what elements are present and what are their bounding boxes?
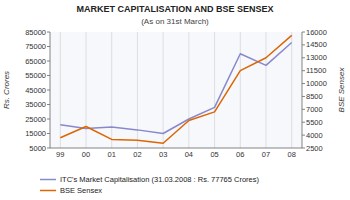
series-line [60, 35, 291, 143]
y2-tick [302, 148, 305, 149]
x-tick-label: 02 [133, 150, 141, 159]
y2-tick-label: 2500 [306, 144, 323, 153]
grid-line [60, 32, 61, 148]
grid-line [163, 32, 164, 148]
legend: ITC's Market Capitalisation (31.03.2008 … [40, 175, 260, 195]
x-tick-label: 07 [262, 150, 270, 159]
x-tick-label: 01 [108, 150, 116, 159]
grid-line [240, 32, 241, 148]
y2-axis-label: BSE Sensex [337, 67, 346, 113]
x-tick-label: 04 [185, 150, 193, 159]
legend-swatch [40, 190, 56, 192]
y2-tick [302, 122, 305, 123]
y-tick-label: 55000 [25, 71, 46, 80]
marks [60, 35, 291, 143]
y-tick-label: 45000 [25, 86, 46, 95]
grid-line [111, 32, 112, 148]
y-tick-label: 75000 [25, 42, 46, 51]
series-line [60, 42, 291, 133]
y2-tick-label: 4000 [306, 131, 323, 140]
y-tick [47, 75, 50, 76]
x-tick-label: 03 [159, 150, 167, 159]
y2-tick-label: 16000 [306, 28, 327, 37]
background [0, 0, 350, 200]
plot-area [50, 32, 302, 148]
grid-line [86, 32, 87, 148]
y2-tick [302, 44, 305, 45]
y-tick [47, 90, 50, 91]
y2-tick [302, 135, 305, 136]
y-tick [47, 133, 50, 134]
y2-tick [302, 70, 305, 71]
y2-tick [302, 32, 305, 33]
y2-tick-label: 5500 [306, 118, 323, 127]
x-tick-label: 00 [82, 150, 90, 159]
legend-swatch [40, 179, 56, 181]
x-tick-label: 99 [56, 150, 64, 159]
y-tick-label: 15000 [25, 129, 46, 138]
y2-tick-label: 7000 [306, 105, 323, 114]
grid-line [266, 32, 267, 148]
subtitle: (As on 31st March) [141, 17, 209, 26]
y-tick [47, 119, 50, 120]
y2-tick-label: 10000 [306, 79, 327, 88]
y-tick [47, 32, 50, 33]
y2-tick-label: 14500 [306, 40, 327, 49]
y2-tick-label: 13000 [306, 53, 327, 62]
y-tick [47, 104, 50, 105]
grid-line [291, 32, 292, 148]
y-tick [47, 61, 50, 62]
y-tick-label: 35000 [25, 100, 46, 109]
y2-tick [302, 109, 305, 110]
y2-tick-label: 8500 [306, 92, 323, 101]
y2-tick [302, 96, 305, 97]
y-tick [47, 148, 50, 149]
y-tick [47, 46, 50, 47]
title: MARKET CAPITALISATION AND BSE SENSEX [77, 4, 274, 14]
x-tick-label: 05 [210, 150, 218, 159]
y-tick-label: 25000 [25, 115, 46, 124]
legend-label: ITC's Market Capitalisation (31.03.2008 … [60, 175, 260, 184]
y-tick-label: 65000 [25, 57, 46, 66]
grid-line [188, 32, 189, 148]
y-tick-label: 85000 [25, 28, 46, 37]
grid-line [214, 32, 215, 148]
y-axis-label: Rs. Crores [2, 71, 11, 109]
x-axis-line [50, 148, 302, 149]
x-tick-label: 08 [288, 150, 296, 159]
y2-tick-label: 11500 [306, 66, 326, 75]
y2-tick [302, 83, 305, 84]
x-tick-label: 06 [236, 150, 244, 159]
y-tick-label: 5000 [29, 144, 46, 153]
y2-axis-line [302, 32, 303, 148]
chart: MARKET CAPITALISATION AND BSE SENSEX (As … [0, 0, 350, 200]
y2-tick [302, 57, 305, 58]
legend-label: BSE Sensex [60, 186, 102, 195]
